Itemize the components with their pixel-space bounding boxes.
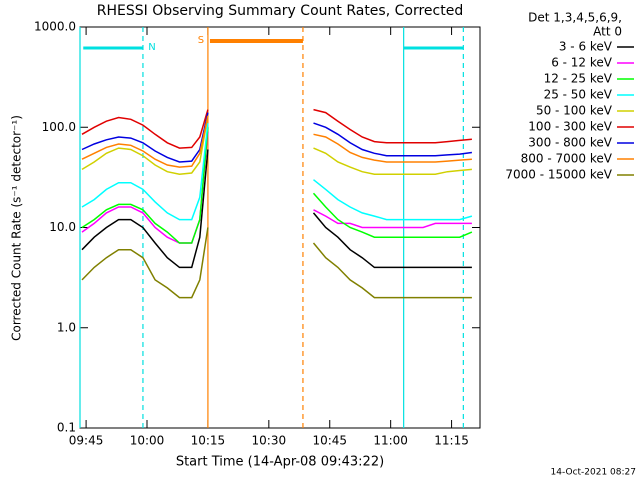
legend-label: 50 - 100 keV xyxy=(536,104,613,118)
legend-label: 800 - 7000 keV xyxy=(521,152,613,166)
series-line xyxy=(81,127,473,244)
flag-label: S xyxy=(198,35,204,46)
x-tick-label: 11:15 xyxy=(434,434,469,448)
flag-label: N xyxy=(148,42,155,53)
y-tick-label: 100.0 xyxy=(42,120,76,134)
x-tick-label: 11:00 xyxy=(373,434,408,448)
y-tick-label: 0.1 xyxy=(57,421,76,435)
series-line xyxy=(81,123,473,221)
legend-label: 3 - 6 keV xyxy=(559,40,613,54)
legend-label: 6 - 12 keV xyxy=(551,56,613,70)
y-tick-label: 10.0 xyxy=(49,220,76,234)
y-tick-label: 1000.0 xyxy=(34,20,76,34)
series-line xyxy=(81,227,472,299)
x-tick-label: 10:15 xyxy=(191,434,226,448)
x-tick-label: 10:45 xyxy=(312,434,347,448)
legend-label: 7000 - 15000 keV xyxy=(505,168,612,182)
series-line xyxy=(81,112,472,163)
x-tick-label: 09:45 xyxy=(69,434,104,448)
series-line xyxy=(81,115,472,168)
legend-title: Det 1,3,4,5,6,9, xyxy=(528,11,622,25)
legend-title: Att 0 xyxy=(593,25,622,39)
x-tick-label: 10:00 xyxy=(130,434,165,448)
x-axis-label: Start Time (14-Apr-08 09:43:22) xyxy=(176,455,384,470)
series-line xyxy=(81,108,472,149)
y-tick-label: 1.0 xyxy=(57,320,76,334)
legend-label: 100 - 300 keV xyxy=(528,120,612,134)
series-line xyxy=(81,149,472,269)
footer: 14-Oct-2021 08:27 xyxy=(551,468,636,478)
legend-label: 300 - 800 keV xyxy=(528,136,612,150)
legend-label: 12 - 25 keV xyxy=(544,72,613,86)
y-axis-label: Corrected Count Rate (s⁻¹ detector⁻¹) xyxy=(10,115,24,341)
legend-label: 25 - 50 keV xyxy=(544,88,613,102)
series-line xyxy=(81,115,472,175)
x-tick-label: 10:30 xyxy=(252,434,287,448)
chart-title: RHESSI Observing Summary Count Rates, Co… xyxy=(97,3,463,19)
